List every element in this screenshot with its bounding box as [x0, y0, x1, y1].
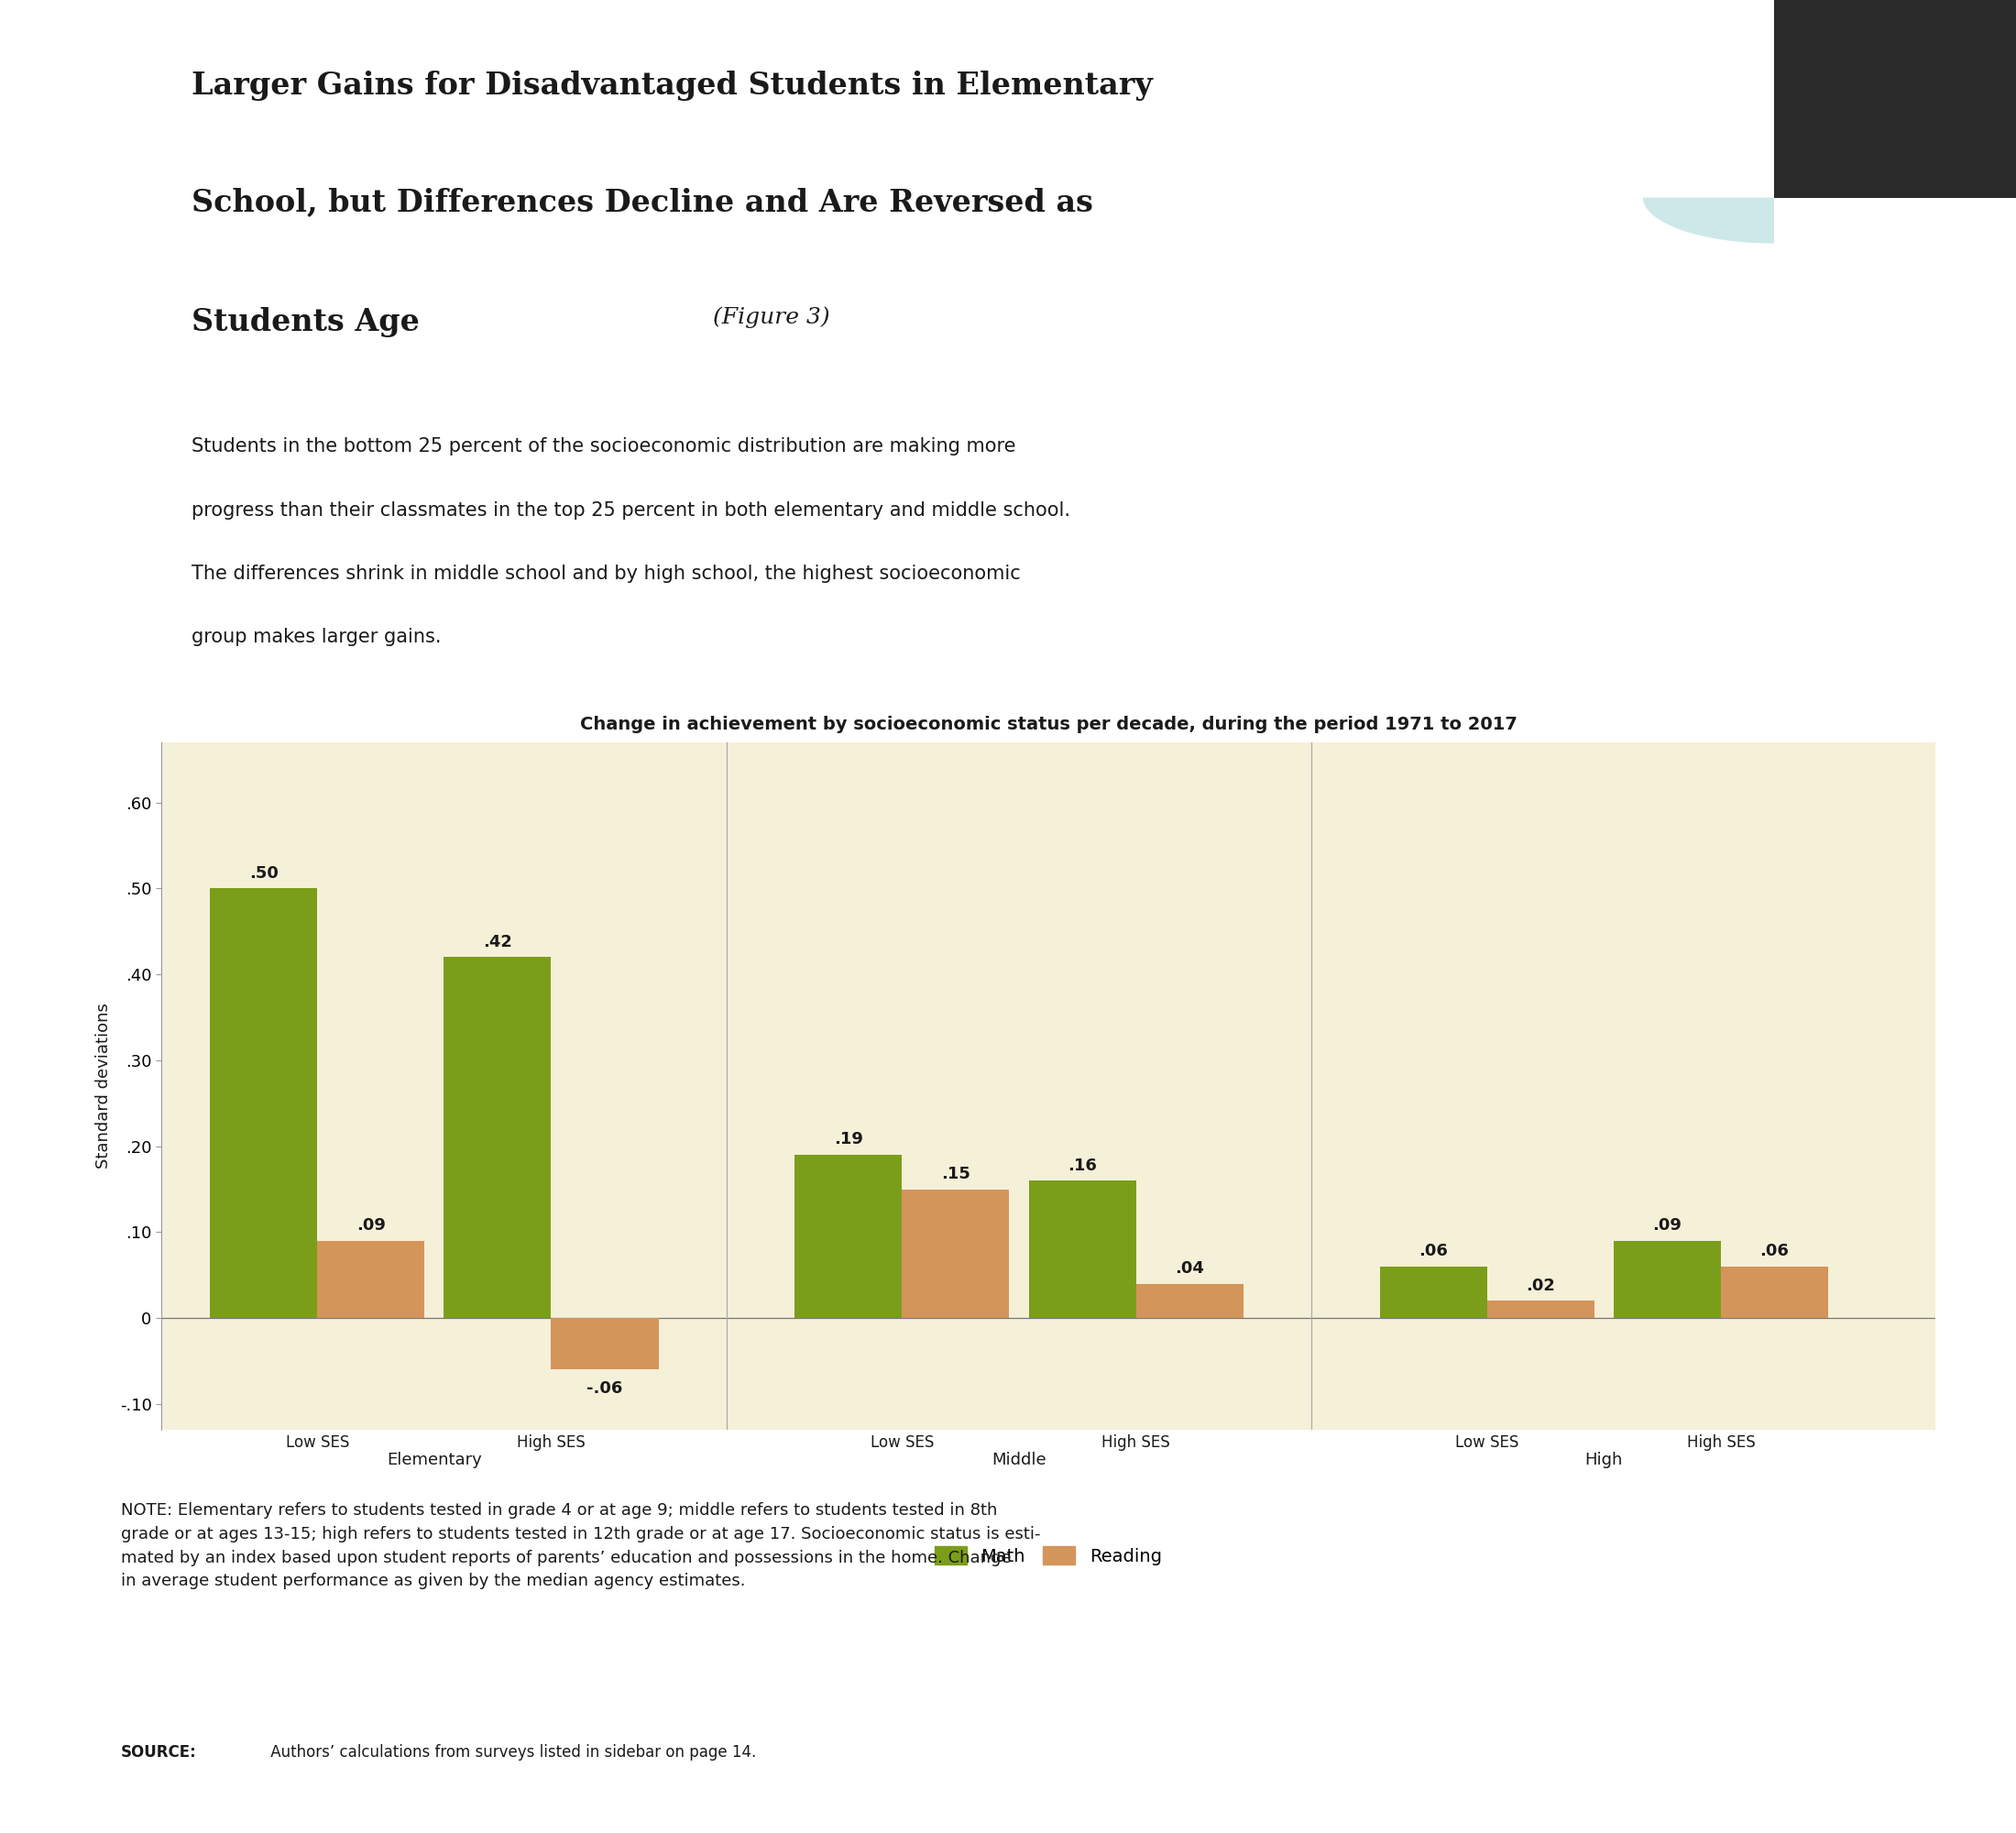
Legend: Math, Reading: Math, Reading — [927, 1540, 1169, 1573]
Text: SOURCE:: SOURCE: — [121, 1745, 198, 1762]
Bar — [550, 1318, 659, 1369]
Text: Low SES: Low SES — [871, 1433, 933, 1450]
Text: .06: .06 — [1419, 1243, 1447, 1259]
Bar — [1379, 1267, 1488, 1318]
Text: Students Age: Students Age — [192, 306, 419, 337]
Bar — [1613, 1241, 1722, 1318]
Bar — [210, 889, 317, 1318]
Text: .06: .06 — [1760, 1243, 1788, 1259]
Text: .42: .42 — [484, 933, 512, 949]
Bar — [1722, 1267, 1829, 1318]
Text: .50: .50 — [250, 865, 278, 882]
Text: NOTE: Elementary refers to students tested in grade 4 or at age 9; middle refers: NOTE: Elementary refers to students test… — [121, 1503, 1040, 1589]
Polygon shape — [1774, 0, 2016, 198]
Text: High SES: High SES — [1103, 1433, 1171, 1450]
Text: Middle: Middle — [992, 1452, 1046, 1468]
Bar — [1488, 1301, 1595, 1318]
Y-axis label: Standard deviations: Standard deviations — [95, 1003, 113, 1169]
Text: .19: .19 — [835, 1131, 863, 1147]
Text: Larger Gains for Disadvantaged Students in Elementary: Larger Gains for Disadvantaged Students … — [192, 70, 1153, 101]
Text: .09: .09 — [1653, 1217, 1681, 1234]
Bar — [1137, 1283, 1244, 1318]
Text: High: High — [1585, 1452, 1623, 1468]
Text: High SES: High SES — [516, 1433, 585, 1450]
Text: .15: .15 — [941, 1166, 970, 1182]
Text: .02: .02 — [1526, 1278, 1554, 1294]
Bar — [317, 1241, 425, 1318]
Text: Low SES: Low SES — [286, 1433, 349, 1450]
Text: (Figure 3): (Figure 3) — [706, 306, 831, 328]
Text: -.06: -.06 — [587, 1380, 623, 1397]
Text: The differences shrink in middle school and by high school, the highest socioeco: The differences shrink in middle school … — [192, 565, 1020, 583]
Text: .16: .16 — [1068, 1157, 1097, 1173]
Bar — [1028, 1180, 1137, 1318]
Wedge shape — [1643, 198, 1774, 244]
Text: Students in the bottom 25 percent of the socioeconomic distribution are making m: Students in the bottom 25 percent of the… — [192, 438, 1016, 456]
Text: group makes larger gains.: group makes larger gains. — [192, 629, 442, 647]
Text: .04: .04 — [1175, 1261, 1204, 1278]
Text: Elementary: Elementary — [387, 1452, 482, 1468]
Bar — [901, 1190, 1010, 1318]
Title: Change in achievement by socioeconomic status per decade, during the period 1971: Change in achievement by socioeconomic s… — [581, 717, 1516, 733]
Text: High SES: High SES — [1687, 1433, 1756, 1450]
Bar — [444, 957, 550, 1318]
Text: .09: .09 — [357, 1217, 385, 1234]
Bar — [794, 1155, 901, 1318]
Text: Low SES: Low SES — [1456, 1433, 1518, 1450]
Text: Authors’ calculations from surveys listed in sidebar on page 14.: Authors’ calculations from surveys liste… — [266, 1745, 756, 1762]
Text: School, but Differences Decline and Are Reversed as: School, but Differences Decline and Are … — [192, 187, 1093, 218]
Text: progress than their classmates in the top 25 percent in both elementary and midd: progress than their classmates in the to… — [192, 500, 1070, 519]
